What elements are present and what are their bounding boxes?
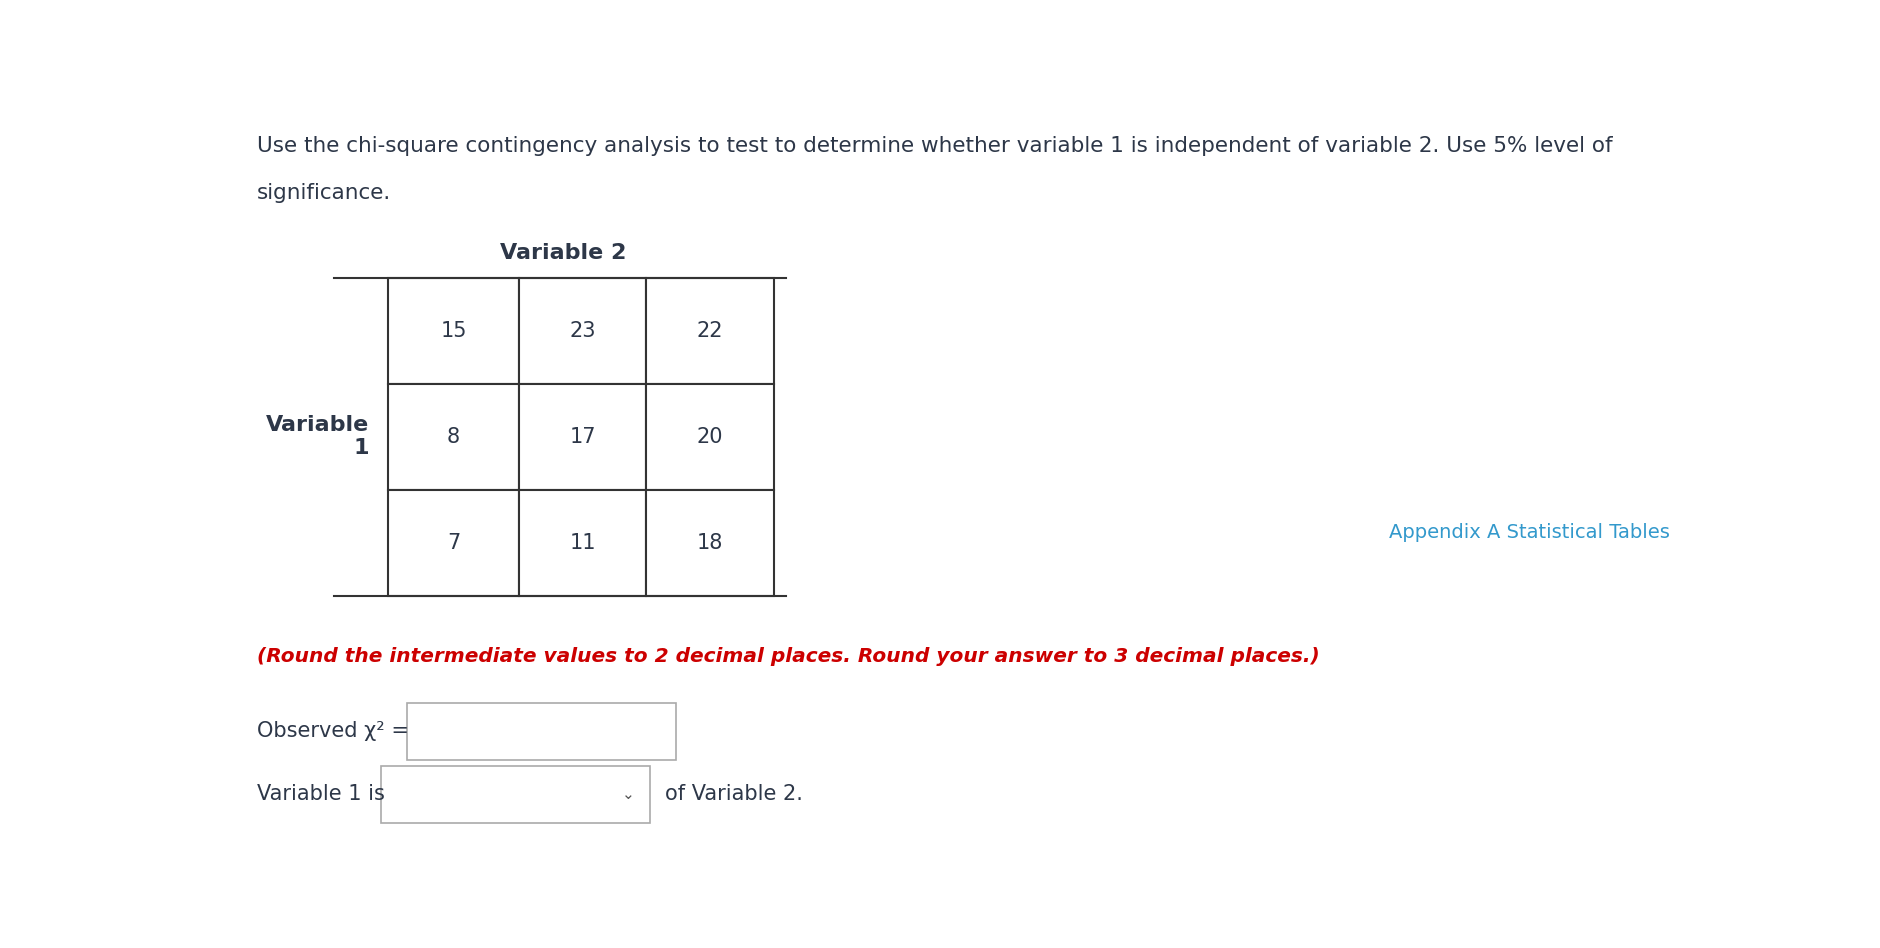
Text: Use the chi-square contingency analysis to test to determine whether variable 1 : Use the chi-square contingency analysis … [258, 136, 1613, 155]
Text: of Variable 2.: of Variable 2. [666, 784, 803, 804]
Bar [647, 384, 775, 490]
Text: Observed χ² =: Observed χ² = [258, 720, 408, 740]
Text: 15: 15 [440, 321, 466, 341]
Text: 17: 17 [570, 427, 596, 447]
Bar [519, 384, 647, 490]
Text: 22: 22 [697, 321, 724, 341]
Text: 11: 11 [570, 533, 596, 553]
Bar [519, 278, 647, 384]
Text: Variable
1: Variable 1 [265, 415, 368, 459]
Text: Variable 1 is: Variable 1 is [258, 784, 385, 804]
Text: 8: 8 [447, 427, 461, 447]
Bar [382, 766, 650, 823]
Bar [647, 490, 775, 595]
Text: significance.: significance. [258, 183, 391, 203]
Text: ⌄: ⌄ [622, 787, 635, 802]
Bar [406, 702, 677, 759]
Bar [519, 490, 647, 595]
Bar [387, 278, 519, 384]
Bar [387, 384, 519, 490]
Text: Appendix A Statistical Tables: Appendix A Statistical Tables [1389, 522, 1669, 541]
Text: 18: 18 [697, 533, 724, 553]
Text: 7: 7 [447, 533, 461, 553]
Bar [387, 490, 519, 595]
Text: (Round the intermediate values to 2 decimal places. Round your answer to 3 decim: (Round the intermediate values to 2 deci… [258, 647, 1320, 665]
Bar [647, 278, 775, 384]
Text: 23: 23 [570, 321, 596, 341]
Text: Variable 2: Variable 2 [500, 244, 626, 264]
Text: 20: 20 [697, 427, 724, 447]
